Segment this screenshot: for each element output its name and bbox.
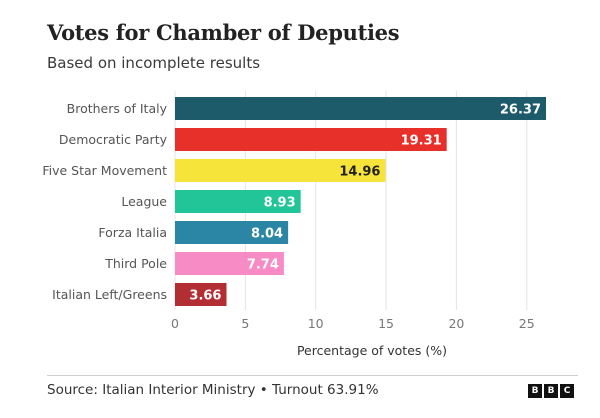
bbc-logo-letter: B [528,384,542,398]
x-tick-label: 25 [519,316,535,331]
bar [175,159,386,182]
bar [175,283,227,306]
bar [175,252,284,275]
x-tick-label: 20 [448,316,464,331]
x-tick-label: 0 [171,316,179,331]
x-tick-label: 5 [241,316,249,331]
bbc-logo: B B C [528,384,574,398]
x-tick-label: 15 [378,316,394,331]
source-note: Source: Italian Interior Ministry • Turn… [47,382,379,398]
category-labels: Brothers of Italy Democratic Party Five St… [42,101,167,302]
category-label: Italian Left/Greens [52,287,167,302]
value-label: 8.04 [251,227,283,242]
bar [175,221,289,244]
category-label: Democratic Party [59,132,168,147]
bbc-logo-letter: B [544,384,558,398]
bars [175,97,547,306]
value-label: 14.96 [339,165,380,180]
value-label: 3.66 [189,289,221,304]
category-label: Third Pole [104,256,167,271]
category-label: Forza Italia [98,225,167,240]
x-tick-label: 10 [308,316,324,331]
x-tick-labels: 0 5 10 15 20 25 [171,316,535,331]
category-label: Brothers of Italy [67,101,168,116]
value-label: 8.93 [264,196,296,211]
x-axis-label: Percentage of votes (%) [297,343,447,358]
value-label: 26.37 [500,103,541,118]
value-label: 7.74 [247,258,279,273]
bar [175,97,547,120]
footer-divider [47,375,578,376]
bar-chart: Brothers of Italy Democratic Party Five St… [42,91,547,358]
category-label: League [121,194,167,209]
bar [175,190,301,213]
bar [175,128,447,151]
bbc-logo-letter: C [560,384,574,398]
value-labels: 26.37 19.31 14.96 8.93 8.04 7.74 3.66 [189,103,541,304]
category-label: Five Star Movement [42,163,167,178]
value-label: 19.31 [401,134,442,149]
chart-title: Votes for Chamber of Deputies [47,20,400,45]
chart-subtitle: Based on incomplete results [47,54,261,72]
